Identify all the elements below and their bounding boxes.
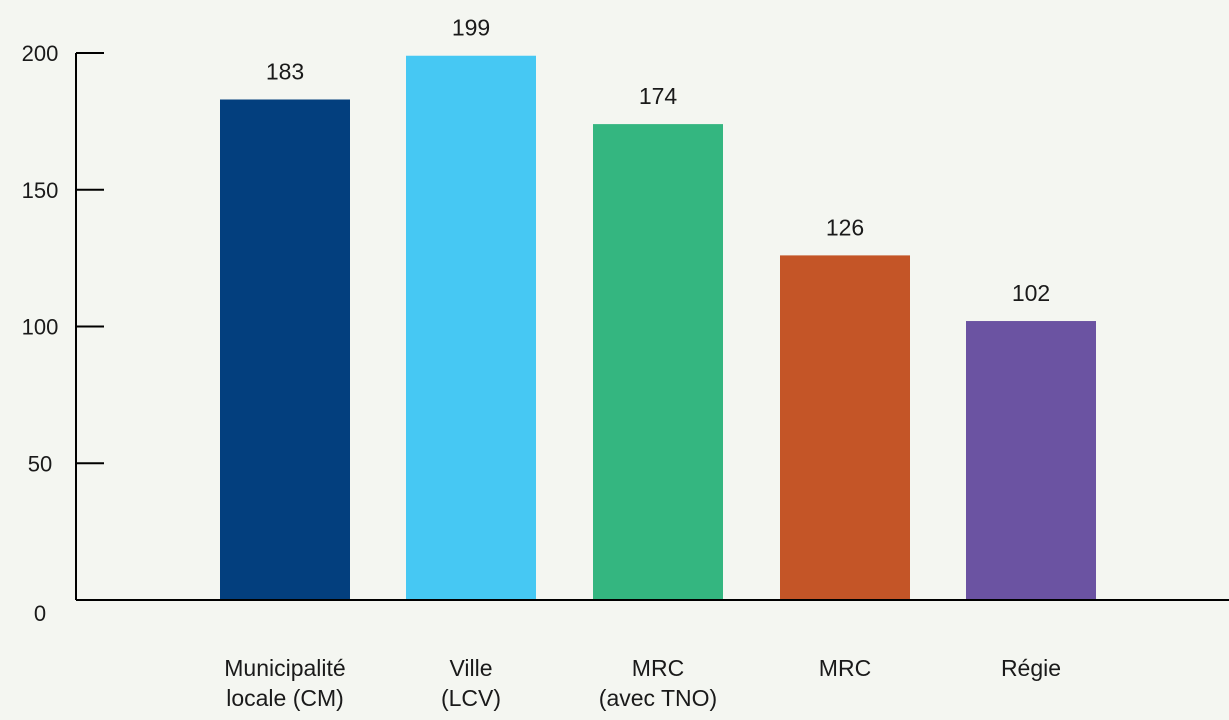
bar xyxy=(220,99,350,601)
bar-value-label: 174 xyxy=(639,83,678,109)
y-tick-label: 0 xyxy=(34,601,46,626)
y-tick-label: 100 xyxy=(22,315,59,340)
y-axis: 0 50 100 150 200 xyxy=(22,41,104,626)
bars xyxy=(220,55,1096,601)
category-labels: Municipalité locale (CM) Ville (LCV) MRC (ave… xyxy=(224,655,1061,711)
y-tick-label: 50 xyxy=(28,451,52,476)
bar xyxy=(593,124,723,601)
x-category-label: Régie xyxy=(1001,655,1061,681)
value-labels: 183 199 174 126 102 xyxy=(266,15,1050,306)
bar-value-label: 199 xyxy=(452,15,490,41)
y-tick-label: 150 xyxy=(22,178,59,203)
bar xyxy=(966,321,1096,600)
x-category-label: MRC (avec TNO) xyxy=(599,655,717,711)
bar-value-label: 102 xyxy=(1012,280,1050,306)
y-tick-label: 200 xyxy=(22,41,59,66)
bar xyxy=(406,55,536,601)
bar-value-label: 183 xyxy=(266,58,304,84)
x-category-label: Ville (LCV) xyxy=(441,655,501,711)
bar xyxy=(780,255,910,600)
bar-value-label: 126 xyxy=(826,214,864,240)
x-category-label: MRC xyxy=(819,655,871,681)
x-category-label: Municipalité locale (CM) xyxy=(224,655,345,711)
